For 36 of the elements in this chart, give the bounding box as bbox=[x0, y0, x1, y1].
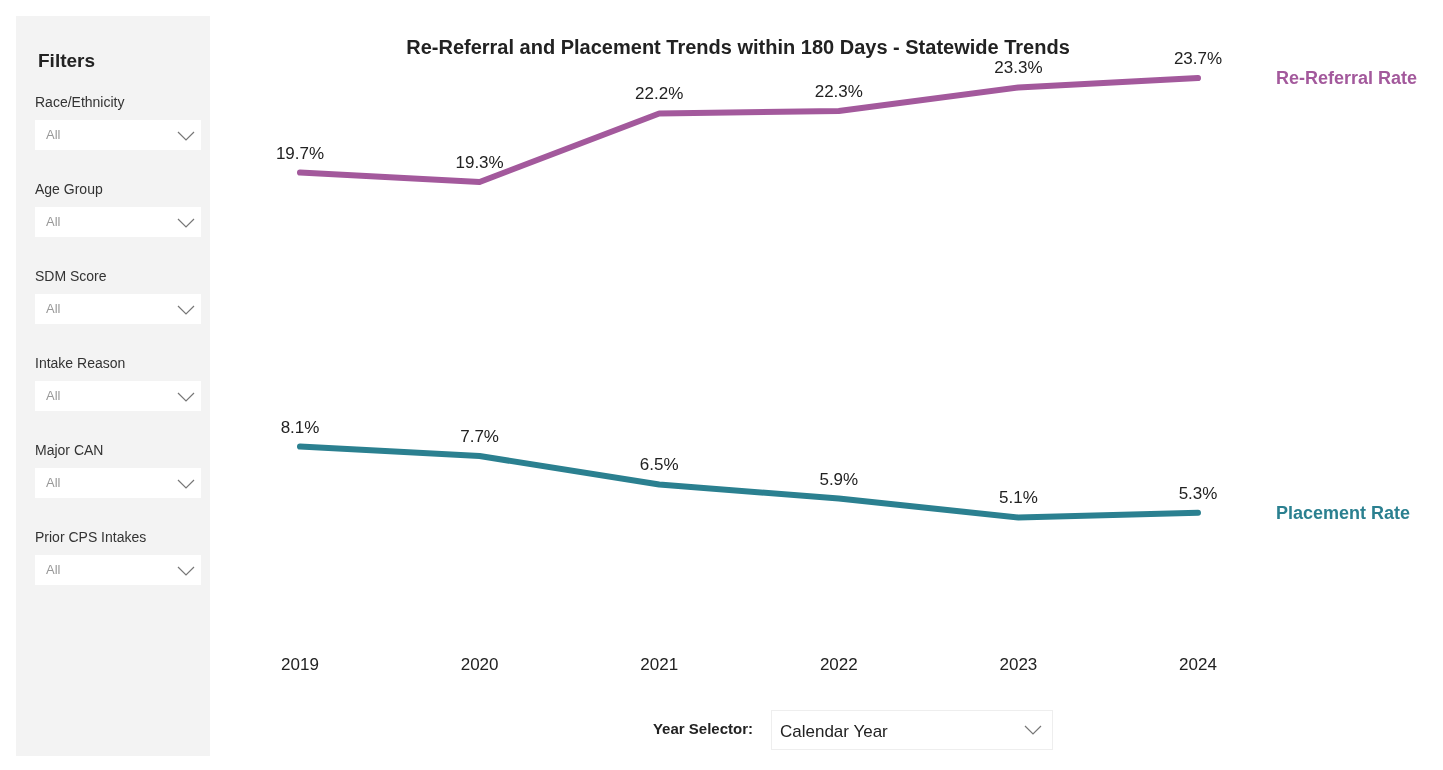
dropdown-field: All bbox=[35, 468, 201, 498]
data-label: 22.2% bbox=[635, 84, 684, 104]
x-tick-label: 2024 bbox=[1179, 655, 1217, 675]
x-tick-label: 2023 bbox=[999, 655, 1038, 675]
text: Age Group bbox=[35, 181, 104, 197]
text: Major CAN bbox=[35, 442, 105, 458]
x-tick-label: 2019 bbox=[281, 655, 319, 675]
data-label: 6.5% bbox=[639, 455, 679, 475]
data-label: 5.9% bbox=[819, 469, 859, 489]
text: Year Selector: bbox=[651, 720, 753, 737]
dropdown-field: All bbox=[35, 294, 201, 324]
text: Intake Reason bbox=[35, 355, 127, 371]
text: Re-Referral Rate bbox=[1276, 68, 1418, 88]
x-tick-label: 2022 bbox=[819, 655, 858, 675]
data-label: 5.3% bbox=[1178, 483, 1218, 503]
dropdown-field: All bbox=[35, 381, 201, 411]
data-label: 19.7% bbox=[275, 143, 325, 163]
data-label: 7.7% bbox=[460, 427, 499, 447]
data-label: 5.1% bbox=[999, 488, 1038, 508]
dropdown-field: All bbox=[35, 120, 201, 150]
data-label: 23.7% bbox=[1173, 49, 1223, 68]
dropdown-field: Calendar Year bbox=[771, 710, 1053, 750]
chart-title: Re-Referral and Placement Trends within 180 Days - Statewide Trends bbox=[406, 36, 1070, 58]
x-tick-label: 2020 bbox=[460, 655, 499, 675]
text: Race/Ethnicity bbox=[35, 94, 126, 110]
dropdown-field: All bbox=[35, 207, 201, 237]
data-label: 8.1% bbox=[280, 417, 320, 437]
text: Prior CPS Intakes bbox=[35, 529, 148, 545]
text: Placement Rate bbox=[1276, 502, 1411, 523]
data-label: 23.3% bbox=[994, 58, 1043, 78]
dropdown-field: All bbox=[35, 555, 201, 585]
x-tick-label: 2021 bbox=[640, 655, 679, 675]
text: Filters bbox=[38, 50, 96, 72]
text: SDM Score bbox=[35, 268, 108, 284]
data-label: 22.3% bbox=[814, 82, 863, 102]
data-label: 19.3% bbox=[455, 152, 504, 172]
